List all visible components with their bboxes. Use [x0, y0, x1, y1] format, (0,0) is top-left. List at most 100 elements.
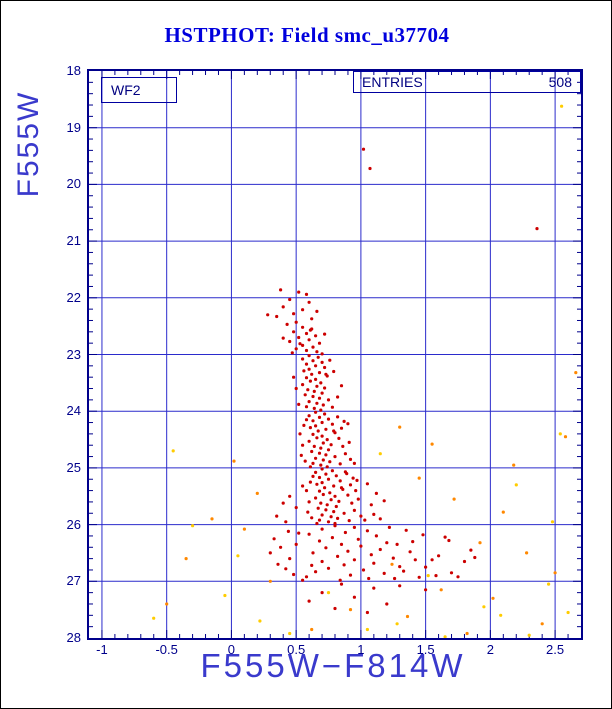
data-point-main-sequence-red [343, 470, 347, 474]
data-point-outliers-orange [512, 463, 516, 467]
data-point-main-sequence-red [317, 489, 322, 493]
data-point-outliers-orange [268, 579, 272, 583]
data-point-outliers-yellow [258, 619, 262, 623]
data-point-main-sequence-red [424, 565, 428, 569]
data-point-main-sequence-red [535, 227, 539, 231]
data-point-outliers-orange [491, 596, 495, 600]
data-point-main-sequence-red [338, 578, 342, 582]
data-point-outliers-yellow [236, 554, 240, 558]
data-point-outliers-yellow [527, 633, 531, 637]
data-point-main-sequence-red [320, 527, 324, 531]
data-point-main-sequence-red [312, 406, 316, 410]
data-point-main-sequence-red [348, 483, 353, 487]
data-point-main-sequence-red [314, 334, 318, 338]
data-point-main-sequence-red [321, 441, 325, 445]
data-point-main-sequence-red [311, 551, 315, 555]
data-point-main-sequence-red [352, 525, 356, 529]
data-point-main-sequence-red [456, 575, 460, 579]
data-point-main-sequence-red [301, 484, 305, 488]
data-point-main-sequence-red [312, 444, 316, 448]
data-point-main-sequence-red [279, 545, 283, 549]
data-point-main-sequence-red [310, 449, 314, 454]
data-point-main-sequence-red [325, 465, 329, 469]
data-point-main-sequence-red [310, 516, 314, 520]
data-point-main-sequence-red [302, 369, 306, 373]
data-point-main-sequence-red [307, 500, 311, 504]
data-point-main-sequence-red [320, 420, 324, 425]
data-point-main-sequence-red [323, 486, 327, 490]
data-point-main-sequence-red [352, 595, 356, 599]
data-point-main-sequence-red [347, 440, 351, 444]
data-point-main-sequence-red [317, 475, 322, 480]
data-point-main-sequence-red [315, 401, 319, 405]
data-point-main-sequence-red [319, 408, 323, 412]
data-point-main-sequence-red [351, 476, 355, 480]
y-axis-label: F555W [12, 90, 45, 198]
data-point-main-sequence-red [314, 377, 318, 381]
data-point-main-sequence-red [348, 573, 353, 577]
data-point-outliers-yellow [152, 616, 156, 620]
data-point-main-sequence-red [337, 436, 341, 440]
data-point-main-sequence-red [272, 537, 276, 541]
data-point-main-sequence-red [311, 359, 315, 363]
data-point-main-sequence-red [325, 438, 329, 442]
data-point-main-sequence-red [306, 510, 310, 514]
data-point-main-sequence-red [334, 474, 338, 478]
data-point-main-sequence-red [319, 501, 323, 505]
data-point-main-sequence-red [443, 535, 447, 539]
data-point-main-sequence-red [304, 405, 309, 409]
data-point-main-sequence-red [323, 386, 327, 390]
data-point-main-sequence-red [338, 479, 342, 483]
data-point-outliers-orange [465, 631, 469, 636]
data-point-main-sequence-red [294, 542, 298, 546]
data-point-main-sequence-red [326, 520, 331, 524]
data-point-main-sequence-red [330, 422, 334, 426]
data-point-main-sequence-red [330, 469, 334, 473]
data-point-outliers-orange [405, 614, 410, 619]
data-point-main-sequence-red [316, 506, 320, 510]
x-axis-label: F555W−F814W [200, 647, 466, 684]
data-point-main-sequence-red [346, 422, 350, 426]
data-point-main-sequence-red [294, 347, 298, 351]
data-point-main-sequence-red [292, 312, 296, 316]
y-tick-label: 25 [66, 459, 81, 475]
data-point-main-sequence-red [326, 417, 331, 421]
data-point-outliers-orange [478, 541, 482, 545]
plot-area: WF2 ENTRIES 508 [87, 69, 583, 640]
data-point-main-sequence-red [281, 305, 285, 309]
data-point-main-sequence-red [352, 558, 356, 562]
data-point-outliers-yellow [443, 635, 447, 638]
data-point-main-sequence-red [387, 525, 391, 529]
data-point-main-sequence-red [299, 453, 303, 457]
data-point-main-sequence-red [320, 391, 324, 395]
data-point-outliers-yellow [482, 605, 486, 609]
data-point-main-sequence-red [365, 529, 369, 533]
data-point-outliers-yellow [223, 593, 227, 598]
data-point-main-sequence-red [372, 512, 376, 516]
data-point-outliers-yellow [426, 574, 430, 578]
data-point-main-sequence-red [334, 504, 338, 509]
y-tick-label: 26 [66, 516, 81, 532]
data-point-main-sequence-red [341, 444, 345, 448]
data-point-main-sequence-red [361, 568, 366, 572]
data-point-main-sequence-red [326, 566, 331, 570]
data-point-main-sequence-red [413, 558, 417, 562]
data-point-main-sequence-red [430, 558, 434, 562]
y-tick-label: 27 [66, 573, 81, 589]
data-point-outliers-yellow [365, 627, 369, 632]
data-point-main-sequence-red [297, 335, 301, 340]
data-point-main-sequence-red [333, 521, 337, 526]
data-point-main-sequence-red [314, 470, 318, 474]
data-point-main-sequence-red [303, 393, 307, 397]
data-point-main-sequence-red [417, 575, 421, 579]
y-tick-label: 18 [66, 63, 81, 78]
data-point-outliers-yellow [514, 483, 518, 487]
data-point-main-sequence-red [361, 147, 366, 151]
data-point-main-sequence-red [315, 482, 319, 486]
data-point-outliers-orange [553, 571, 557, 575]
data-point-main-sequence-red [382, 499, 386, 503]
data-point-main-sequence-red [368, 166, 372, 171]
data-point-main-sequence-red [317, 415, 322, 419]
data-point-main-sequence-red [354, 489, 358, 493]
data-point-main-sequence-red [336, 516, 340, 520]
